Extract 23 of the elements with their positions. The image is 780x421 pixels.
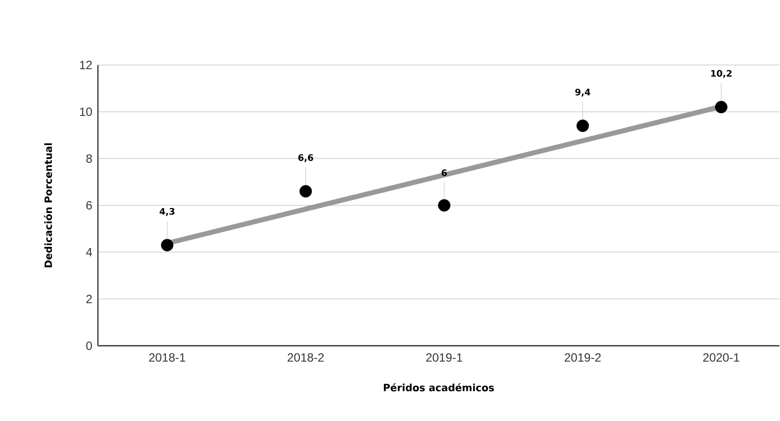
data-label: 9,4 [575,88,590,97]
x-tick-label: 2019-2 [564,353,601,362]
y-tick-label: 4 [86,248,92,256]
point [160,239,174,252]
y-tick-label: 6 [86,201,92,210]
point [576,120,589,132]
x-tick-label: 2018-1 [149,353,186,362]
x-tick-label: 2018-2 [288,353,324,362]
data-label: 10,2 [711,70,732,78]
y-tick-label: 2 [86,294,92,304]
y-tick-label: 0 [86,342,92,350]
point [715,101,728,114]
y-tick-label: 10 [80,108,92,116]
point [300,185,312,198]
data-label: 4,3 [160,208,174,216]
data-label: 6,6 [298,154,314,162]
y-tick-label: 8 [86,154,92,163]
y-tick-label: 12 [80,60,92,70]
y-axis-title: Dedicación Porcentual [44,144,52,268]
x-tick-label: 2019-1 [426,353,462,362]
x-axis-title: Péridos académicos [384,383,494,392]
point [438,199,450,212]
x-tick-label: 2020-1 [703,353,740,362]
